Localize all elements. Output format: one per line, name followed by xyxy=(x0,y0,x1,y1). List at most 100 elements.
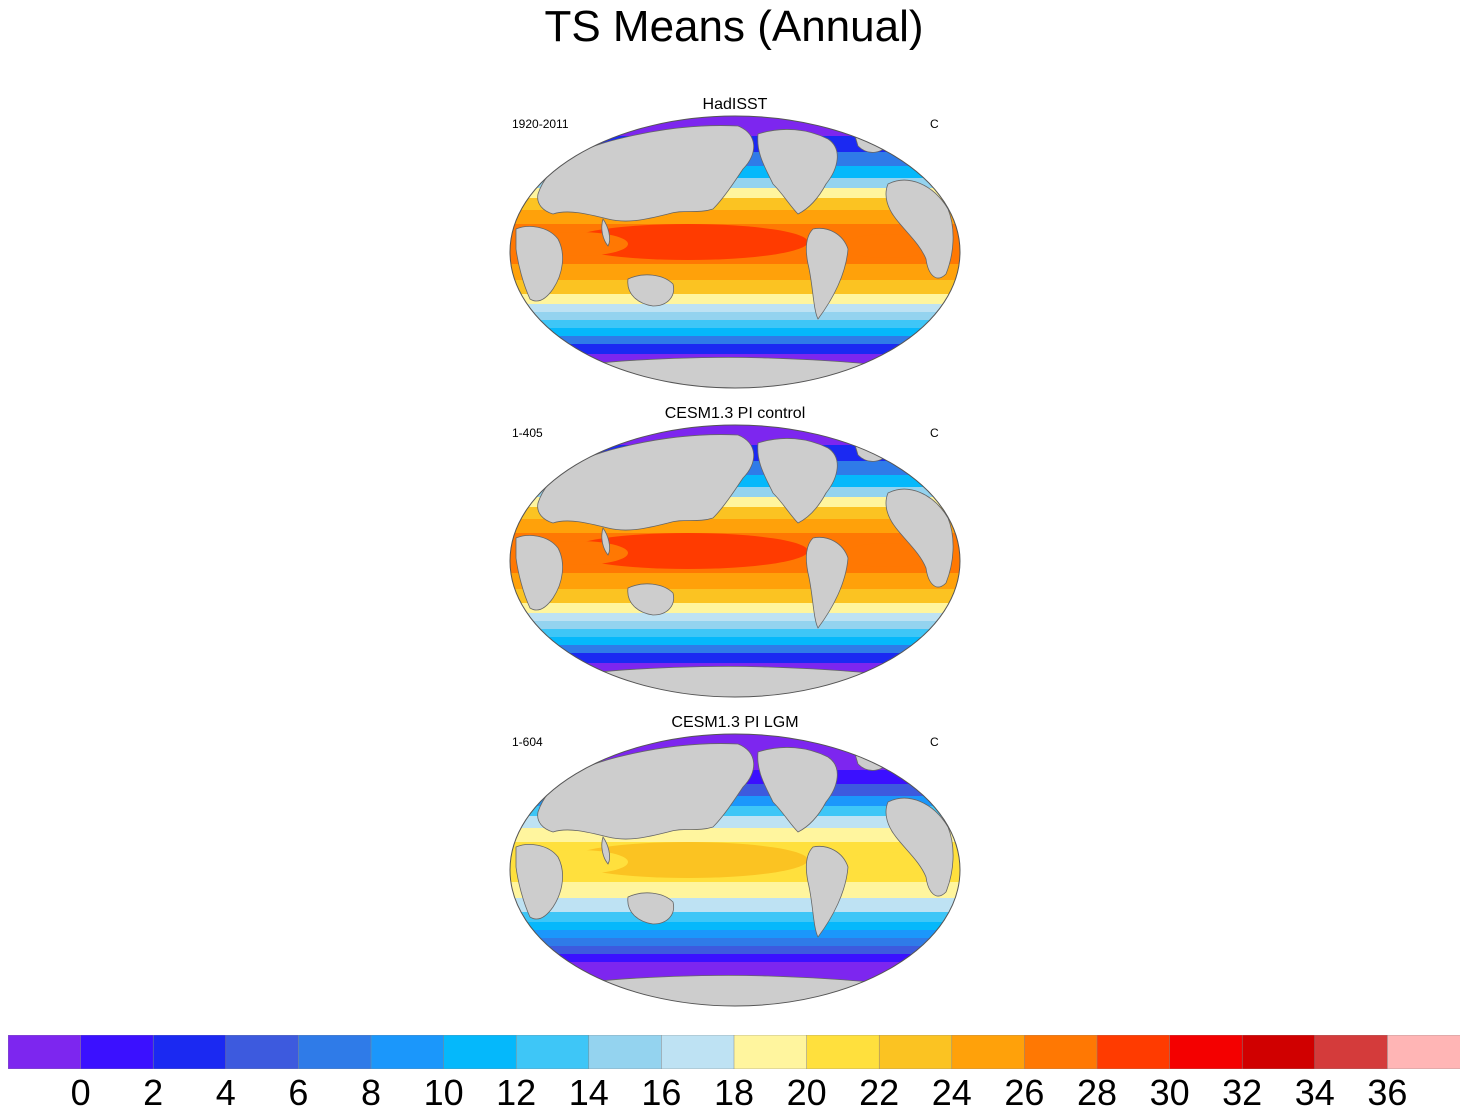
panel-time-range: 1-405 xyxy=(512,426,543,440)
landmass xyxy=(627,892,675,925)
colorbar-tick-label: 8 xyxy=(360,1072,382,1113)
sst-band xyxy=(510,930,960,939)
sst-band xyxy=(510,637,960,646)
colorbar-segment xyxy=(225,1035,300,1069)
sst-band xyxy=(510,304,960,313)
landmass xyxy=(806,536,849,629)
sst-band xyxy=(510,653,960,664)
sst-band xyxy=(510,312,960,321)
map-panel-control: CESM1.3 PI control 1-405 C xyxy=(500,405,970,705)
panel-units: C xyxy=(930,117,939,131)
colorbar-tick-label: 12 xyxy=(496,1072,537,1113)
sst-band xyxy=(510,188,960,199)
landmass xyxy=(537,125,755,222)
colorbar-tick-label: 14 xyxy=(568,1072,609,1113)
colorbar-tick-label: 32 xyxy=(1222,1072,1263,1113)
colorbar-segment xyxy=(588,1035,663,1069)
sst-band xyxy=(510,264,960,281)
colorbar-tick-label: 16 xyxy=(641,1072,682,1113)
warm-pool xyxy=(568,533,808,569)
colorbar-segment xyxy=(443,1035,517,1069)
sst-band xyxy=(510,621,960,630)
sst-band xyxy=(510,573,960,590)
colorbar-segment xyxy=(1169,1035,1243,1069)
colorbar-tick-label: 6 xyxy=(288,1072,309,1113)
sst-band xyxy=(510,796,960,807)
landmass xyxy=(806,845,849,938)
sst-band xyxy=(510,962,960,973)
sst-band xyxy=(510,178,960,189)
panel-time-range: 1920-2011 xyxy=(512,117,569,131)
sst-band xyxy=(510,645,960,654)
panel-units: C xyxy=(930,426,939,440)
colorbar-segment xyxy=(733,1035,808,1069)
sst-band xyxy=(510,280,960,295)
landmass xyxy=(537,434,755,531)
sst-band xyxy=(510,344,960,355)
colorbar-segment xyxy=(878,1035,953,1069)
colorbar-segment xyxy=(515,1035,590,1069)
colorbar-tick-label: 34 xyxy=(1294,1072,1335,1113)
colorbar-tick-label: 22 xyxy=(859,1072,900,1113)
colorbar-tick-label: 28 xyxy=(1076,1072,1118,1113)
landmass xyxy=(601,527,611,556)
colorbar-tick-label: 26 xyxy=(1004,1072,1045,1113)
landmass xyxy=(627,583,675,616)
panel-title: CESM1.3 PI control xyxy=(664,405,806,422)
sst-band xyxy=(510,912,960,923)
colorbar-tick-label: 2 xyxy=(143,1072,164,1113)
warm-pool xyxy=(843,852,933,876)
colorbar-segment xyxy=(1096,1035,1171,1069)
map-outline xyxy=(509,115,961,389)
sst-band xyxy=(510,922,960,931)
colorbar-tick-label: 30 xyxy=(1149,1072,1190,1113)
colorbar-segment xyxy=(661,1035,735,1069)
sst-map xyxy=(509,115,961,389)
colorbar-tick-label: 36 xyxy=(1367,1072,1408,1113)
sst-band xyxy=(510,589,960,604)
sst-band xyxy=(510,603,960,614)
warm-pool xyxy=(843,234,933,258)
sst-band xyxy=(510,497,960,508)
colorbar-tick-label: 20 xyxy=(786,1072,827,1113)
landmass xyxy=(515,844,563,920)
panel-title: CESM1.3 PI LGM xyxy=(671,714,799,731)
landmass xyxy=(757,129,838,215)
sst-map xyxy=(509,424,961,698)
landmass xyxy=(537,743,755,840)
sst-band xyxy=(510,629,960,638)
sst-band xyxy=(510,320,960,329)
colorbar-segment xyxy=(1387,1035,1460,1069)
map-outline xyxy=(509,424,961,698)
landmass xyxy=(806,227,849,320)
sst-band xyxy=(510,806,960,817)
map-panel-lgm: CESM1.3 PI LGM 1-604 C xyxy=(500,714,970,1014)
colorbar-tick-labels: 0 2 4 6 8 10 12 14 16 18 20 22 24 26 28 30 32 34 36 xyxy=(0,1072,1468,1116)
panel-units: C xyxy=(930,735,939,749)
warm-pool xyxy=(568,224,808,260)
colorbar xyxy=(8,1035,1460,1069)
landmass xyxy=(601,218,611,247)
colorbar-segment xyxy=(1241,1035,1316,1069)
sst-band xyxy=(510,487,960,498)
sst-band xyxy=(510,294,960,305)
warm-pool xyxy=(568,842,808,878)
colorbar-tick-label: 4 xyxy=(215,1072,236,1113)
sst-band xyxy=(510,613,960,622)
sst-map xyxy=(509,733,961,1007)
sst-band xyxy=(510,946,960,955)
figure-title: TS Means (Annual) xyxy=(544,2,924,51)
sst-band xyxy=(510,328,960,337)
map-panel-hadisst: HadISST 1920-2011 C xyxy=(500,96,970,396)
colorbar-tick-label: 18 xyxy=(713,1072,755,1113)
colorbar-segment xyxy=(1314,1035,1389,1069)
warm-pool xyxy=(843,543,933,567)
sst-band xyxy=(510,938,960,947)
landmass xyxy=(757,438,838,524)
sst-band xyxy=(510,954,960,963)
colorbar-segment xyxy=(8,1035,82,1069)
colorbar-tick-label: 24 xyxy=(931,1072,972,1113)
landmass xyxy=(627,274,675,307)
colorbar-segment xyxy=(298,1035,372,1069)
colorbar-segment xyxy=(370,1035,445,1069)
